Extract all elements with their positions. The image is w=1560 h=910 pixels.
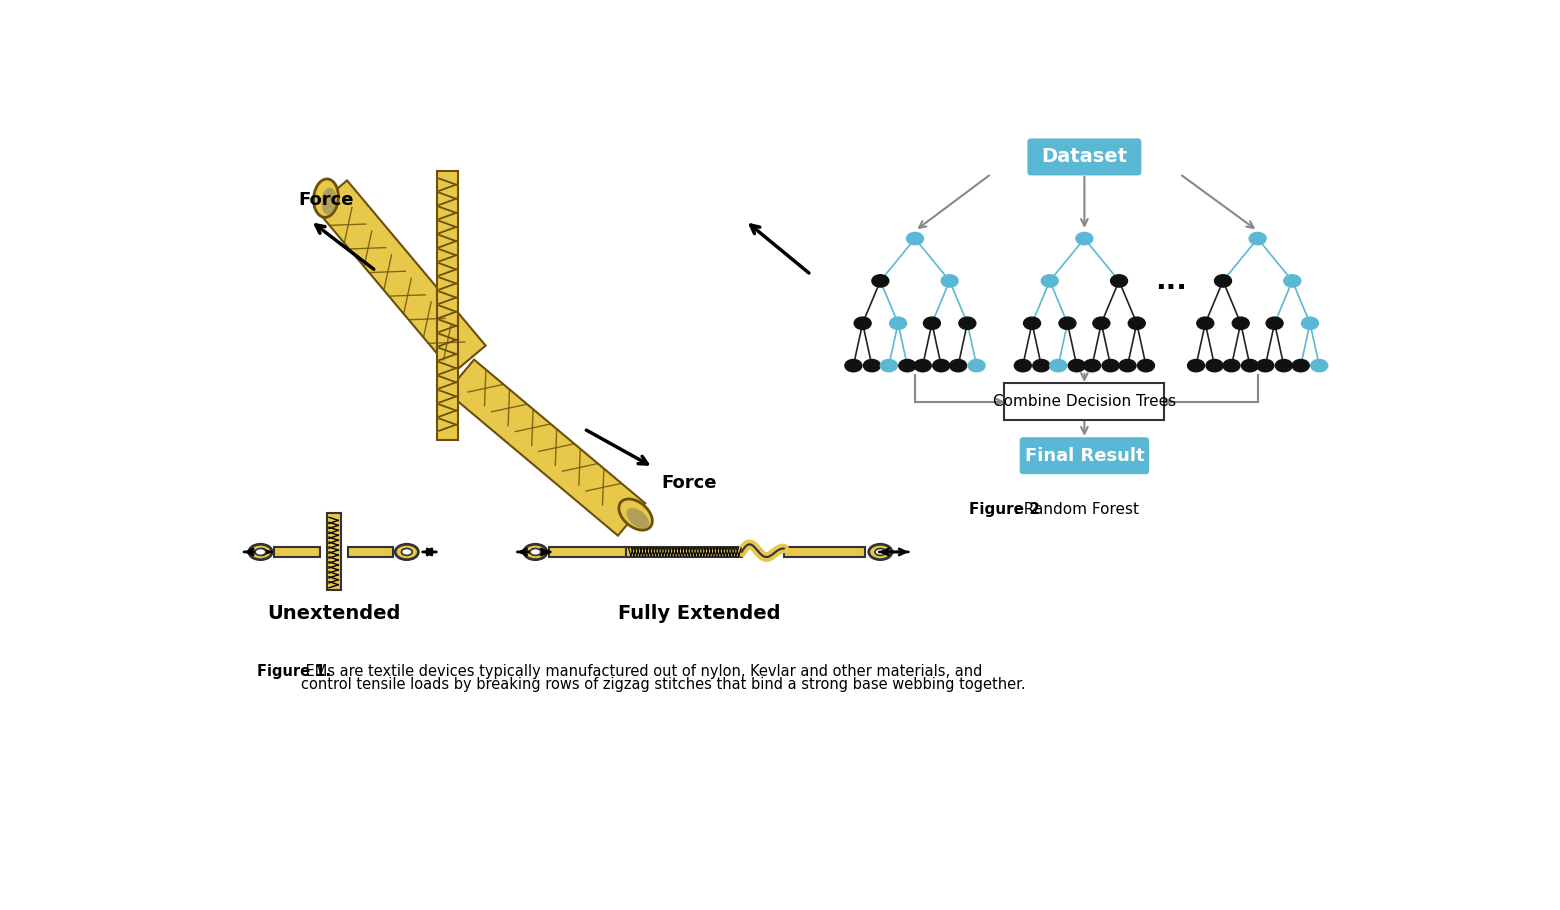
Ellipse shape xyxy=(872,275,889,287)
Ellipse shape xyxy=(941,275,958,287)
Text: control tensile loads by breaking rows of zigzag stitches that bind a strong bas: control tensile loads by breaking rows o… xyxy=(301,677,1026,693)
Ellipse shape xyxy=(1111,275,1128,287)
Ellipse shape xyxy=(1242,359,1259,372)
Bar xyxy=(549,547,626,557)
Ellipse shape xyxy=(1137,359,1154,372)
Ellipse shape xyxy=(256,549,265,555)
Text: Dataset: Dataset xyxy=(1042,147,1128,167)
Ellipse shape xyxy=(959,317,977,329)
Ellipse shape xyxy=(889,317,906,329)
Bar xyxy=(626,547,741,557)
FancyBboxPatch shape xyxy=(1028,138,1142,176)
Ellipse shape xyxy=(250,544,271,560)
Ellipse shape xyxy=(1284,275,1301,287)
Ellipse shape xyxy=(869,544,892,560)
Ellipse shape xyxy=(1059,317,1076,329)
Ellipse shape xyxy=(846,359,861,372)
Ellipse shape xyxy=(619,499,652,531)
Bar xyxy=(273,547,320,557)
Ellipse shape xyxy=(950,359,967,372)
Ellipse shape xyxy=(401,549,412,555)
Ellipse shape xyxy=(899,359,916,372)
Ellipse shape xyxy=(1094,317,1109,329)
Ellipse shape xyxy=(1215,275,1231,287)
Ellipse shape xyxy=(1101,359,1119,372)
Ellipse shape xyxy=(1223,359,1240,372)
Ellipse shape xyxy=(1276,359,1292,372)
Ellipse shape xyxy=(1232,317,1250,329)
Ellipse shape xyxy=(524,544,548,560)
FancyBboxPatch shape xyxy=(1020,437,1150,474)
Ellipse shape xyxy=(1033,359,1050,372)
Ellipse shape xyxy=(1187,359,1204,372)
Ellipse shape xyxy=(875,549,886,555)
Ellipse shape xyxy=(1257,359,1275,372)
Ellipse shape xyxy=(1076,232,1094,245)
Polygon shape xyxy=(315,180,485,373)
Polygon shape xyxy=(446,359,646,536)
Text: ...: ... xyxy=(1154,267,1187,295)
Ellipse shape xyxy=(1084,359,1100,372)
Text: Unextended: Unextended xyxy=(267,604,401,623)
Text: Force: Force xyxy=(661,473,716,491)
Ellipse shape xyxy=(1128,317,1145,329)
Ellipse shape xyxy=(1197,317,1214,329)
Ellipse shape xyxy=(1267,317,1282,329)
Bar xyxy=(348,547,393,557)
Ellipse shape xyxy=(1250,232,1267,245)
Ellipse shape xyxy=(1014,359,1031,372)
Ellipse shape xyxy=(530,549,541,555)
Ellipse shape xyxy=(906,232,924,245)
Text: Final Result: Final Result xyxy=(1025,447,1143,465)
Ellipse shape xyxy=(1050,359,1067,372)
Text: Combine Decision Trees: Combine Decision Trees xyxy=(992,394,1176,410)
Text: . Random Forest: . Random Forest xyxy=(1014,502,1139,517)
Ellipse shape xyxy=(1041,275,1058,287)
Ellipse shape xyxy=(880,359,897,372)
Text: Figure 2: Figure 2 xyxy=(969,502,1041,517)
Ellipse shape xyxy=(914,359,931,372)
Ellipse shape xyxy=(627,508,649,529)
Text: Fully Extended: Fully Extended xyxy=(618,604,780,623)
Bar xyxy=(785,547,864,557)
Ellipse shape xyxy=(1023,317,1041,329)
Text: Force: Force xyxy=(298,191,354,209)
Ellipse shape xyxy=(314,179,339,217)
Ellipse shape xyxy=(1310,359,1328,372)
Ellipse shape xyxy=(1292,359,1309,372)
Ellipse shape xyxy=(395,544,418,560)
Ellipse shape xyxy=(1119,359,1136,372)
Text: Figure 1.: Figure 1. xyxy=(257,663,331,679)
Ellipse shape xyxy=(321,187,337,215)
Ellipse shape xyxy=(933,359,950,372)
Ellipse shape xyxy=(1301,317,1318,329)
FancyBboxPatch shape xyxy=(1005,383,1164,420)
Ellipse shape xyxy=(924,317,941,329)
Polygon shape xyxy=(437,171,459,440)
Ellipse shape xyxy=(863,359,880,372)
Ellipse shape xyxy=(969,359,984,372)
Ellipse shape xyxy=(1069,359,1086,372)
Bar xyxy=(326,513,340,591)
Ellipse shape xyxy=(855,317,870,329)
Text: EMs are textile devices typically manufactured out of nylon, Kevlar and other ma: EMs are textile devices typically manufa… xyxy=(301,663,983,679)
Ellipse shape xyxy=(1206,359,1223,372)
